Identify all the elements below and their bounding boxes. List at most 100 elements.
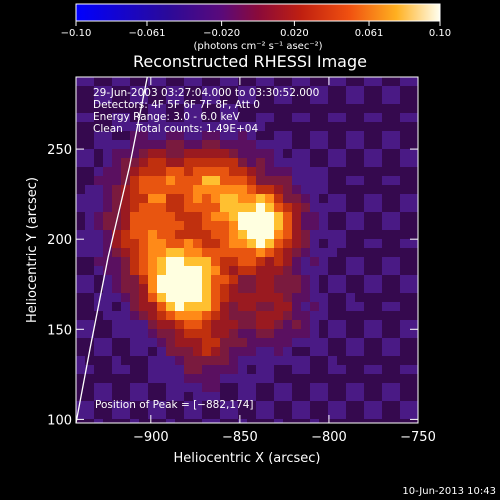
- heatmap-cell: [265, 221, 275, 231]
- heatmap-cell: [292, 320, 302, 330]
- heatmap-cell: [76, 266, 86, 276]
- heatmap-cell: [121, 338, 131, 348]
- heatmap-cell: [184, 158, 194, 168]
- heatmap-cell: [382, 275, 392, 285]
- heatmap-cell: [112, 401, 122, 411]
- heatmap-cell: [148, 248, 158, 258]
- heatmap-cell: [166, 284, 176, 294]
- heatmap-cell: [391, 266, 401, 276]
- heatmap-cell: [148, 230, 158, 240]
- heatmap-cell: [238, 86, 248, 96]
- heatmap-cell: [103, 239, 113, 249]
- heatmap-cell: [382, 401, 392, 411]
- heatmap-cell: [292, 311, 302, 321]
- heatmap-cell: [229, 410, 239, 420]
- heatmap-cell: [238, 176, 248, 186]
- heatmap-cell: [319, 95, 329, 105]
- heatmap-cell: [283, 410, 293, 420]
- heatmap-cell: [166, 122, 176, 132]
- heatmap-cell: [238, 149, 248, 159]
- heatmap-cell: [355, 320, 365, 330]
- heatmap-cell: [139, 212, 149, 222]
- heatmap-cell: [283, 419, 293, 423]
- heatmap-cell: [337, 167, 347, 177]
- heatmap-cell: [166, 374, 176, 384]
- heatmap-cell: [202, 194, 212, 204]
- heatmap-cell: [364, 275, 374, 285]
- heatmap-cell: [283, 401, 293, 411]
- heatmap-cell: [139, 347, 149, 357]
- heatmap-cell: [310, 185, 320, 195]
- heatmap-cell: [130, 419, 140, 423]
- heatmap-cell: [229, 365, 239, 375]
- heatmap-cell: [112, 185, 122, 195]
- heatmap-cell: [283, 113, 293, 123]
- heatmap-cell: [211, 158, 221, 168]
- heatmap-cell: [229, 275, 239, 285]
- heatmap-cell: [112, 356, 122, 366]
- heatmap-cell: [166, 356, 176, 366]
- heatmap-cell: [94, 194, 104, 204]
- heatmap-cell: [247, 149, 257, 159]
- heatmap-cell: [355, 221, 365, 231]
- heatmap-cell: [409, 140, 418, 150]
- heatmap-cell: [103, 284, 113, 294]
- heatmap-cell: [220, 410, 230, 420]
- heatmap-cell: [148, 275, 158, 285]
- heatmap-cell: [355, 347, 365, 357]
- heatmap-cell: [112, 149, 122, 159]
- heatmap-cell: [184, 149, 194, 159]
- heatmap-cell: [148, 77, 158, 87]
- heatmap-cell: [364, 419, 374, 423]
- heatmap-cell: [85, 77, 95, 87]
- heatmap-cell: [166, 104, 176, 114]
- heatmap-cell: [319, 401, 329, 411]
- heatmap-cell: [193, 311, 203, 321]
- heatmap-cell: [238, 122, 248, 132]
- heatmap-cell: [76, 185, 86, 195]
- heatmap-cell: [85, 419, 95, 423]
- heatmap-cell: [364, 266, 374, 276]
- heatmap-cell: [103, 266, 113, 276]
- heatmap-cell: [76, 77, 86, 87]
- heatmap-cell: [94, 266, 104, 276]
- x-axis-ticks: −900 −850 −800 −750: [133, 77, 436, 445]
- heatmap-cell: [121, 410, 131, 420]
- heatmap-cell: [400, 275, 410, 285]
- heatmap-cell: [337, 338, 347, 348]
- heatmap-cell: [94, 239, 104, 249]
- heatmap-cell: [76, 401, 86, 411]
- heatmap-cell: [130, 203, 140, 213]
- heatmap-cell: [121, 140, 131, 150]
- heatmap-cell: [148, 257, 158, 267]
- heatmap-cell: [220, 365, 230, 375]
- heatmap-cell: [130, 284, 140, 294]
- heatmap-cell: [202, 122, 212, 132]
- heatmap-cell: [220, 302, 230, 312]
- heatmap-cell: [328, 95, 338, 105]
- heatmap-cell: [337, 275, 347, 285]
- heatmap-cell: [76, 212, 86, 222]
- heatmap-cell: [94, 95, 104, 105]
- heatmap-cell: [166, 149, 176, 159]
- heatmap-cell: [229, 239, 239, 249]
- heatmap-cell: [103, 113, 113, 123]
- heatmap-cell: [373, 392, 383, 402]
- heatmap-cell: [391, 221, 401, 231]
- heatmap-cell: [184, 374, 194, 384]
- heatmap-cell: [283, 311, 293, 321]
- heatmap-cell: [211, 311, 221, 321]
- heatmap-cell: [328, 86, 338, 96]
- heatmap-cell: [274, 176, 284, 186]
- heatmap-cell: [373, 203, 383, 213]
- heatmap-cell: [247, 329, 257, 339]
- heatmap-cell: [283, 176, 293, 186]
- heatmap-cell: [193, 140, 203, 150]
- heatmap-cell: [166, 167, 176, 177]
- heatmap-cell: [202, 320, 212, 330]
- heatmap-cell: [256, 212, 266, 222]
- heatmap-cell: [328, 374, 338, 384]
- heatmap-cell: [247, 266, 257, 276]
- heatmap-cell: [193, 95, 203, 105]
- heatmap-cell: [229, 338, 239, 348]
